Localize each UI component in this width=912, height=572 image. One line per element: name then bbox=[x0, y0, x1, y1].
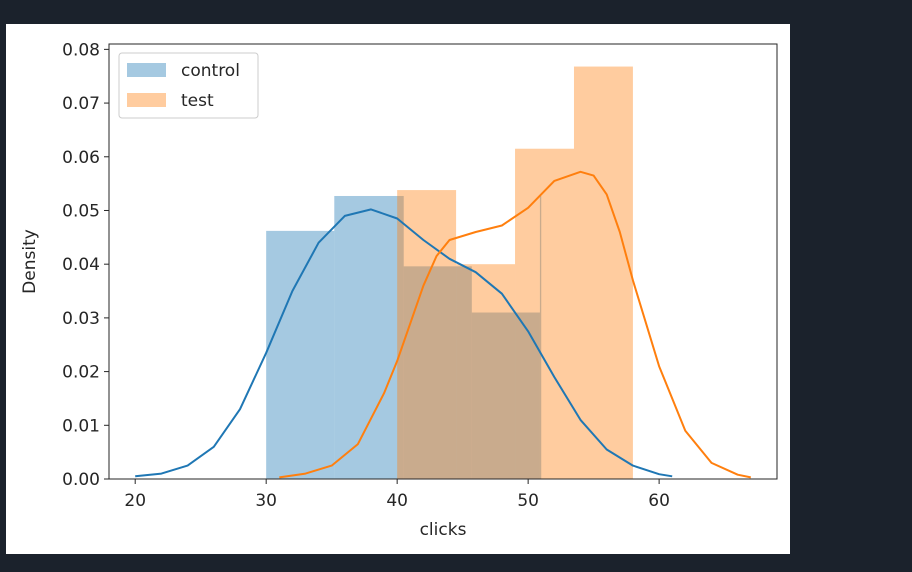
y-tick-label-4: 0.04 bbox=[62, 255, 100, 275]
y-tick-label-8: 0.08 bbox=[62, 40, 100, 60]
y-tick-label-7: 0.07 bbox=[62, 94, 100, 114]
test-bar-3 bbox=[573, 66, 633, 480]
test-bar-2 bbox=[515, 148, 574, 479]
x-tick-label-40: 40 bbox=[386, 491, 408, 511]
legend-label-test: test bbox=[181, 91, 214, 111]
legend-box bbox=[118, 52, 259, 119]
y-axis: 0.00 0.01 0.02 0.03 0.04 0.05 0.06 0.07 0.08 bbox=[62, 40, 109, 490]
control-bar-1 bbox=[334, 195, 404, 479]
y-tick-label-2: 0.02 bbox=[62, 363, 100, 383]
y-tick-label-3: 0.03 bbox=[62, 309, 100, 329]
y-tick-label-1: 0.01 bbox=[62, 416, 100, 436]
kde-curves bbox=[135, 170, 752, 479]
control-bar-0 bbox=[266, 230, 335, 479]
x-axis-label: clicks bbox=[420, 520, 467, 540]
y-axis-label: Density bbox=[20, 229, 40, 294]
x-tick-label-30: 30 bbox=[255, 491, 277, 511]
test-histogram-bars bbox=[397, 66, 633, 480]
x-tick-label-50: 50 bbox=[517, 491, 539, 511]
x-tick-label-60: 60 bbox=[648, 491, 670, 511]
control-kde-line bbox=[135, 208, 673, 478]
control-bar-2 bbox=[403, 266, 472, 479]
x-axis: 20 30 40 50 60 bbox=[124, 479, 670, 511]
x-tick-label-20: 20 bbox=[124, 491, 146, 511]
legend-label-control: control bbox=[181, 61, 240, 81]
control-histogram-bars bbox=[266, 195, 542, 479]
y-tick-label-5: 0.05 bbox=[62, 201, 100, 221]
control-bar-4 bbox=[539, 195, 542, 479]
test-bar-1 bbox=[456, 264, 516, 479]
control-bar-3 bbox=[471, 312, 540, 479]
plot-area-frame bbox=[108, 43, 778, 480]
y-tick-label-0: 0.00 bbox=[62, 470, 100, 490]
legend: control test bbox=[118, 52, 259, 119]
legend-swatch-control bbox=[127, 63, 166, 77]
y-tick-label-6: 0.06 bbox=[62, 148, 100, 168]
test-kde-line bbox=[279, 170, 752, 479]
legend-swatch-test bbox=[127, 93, 166, 107]
